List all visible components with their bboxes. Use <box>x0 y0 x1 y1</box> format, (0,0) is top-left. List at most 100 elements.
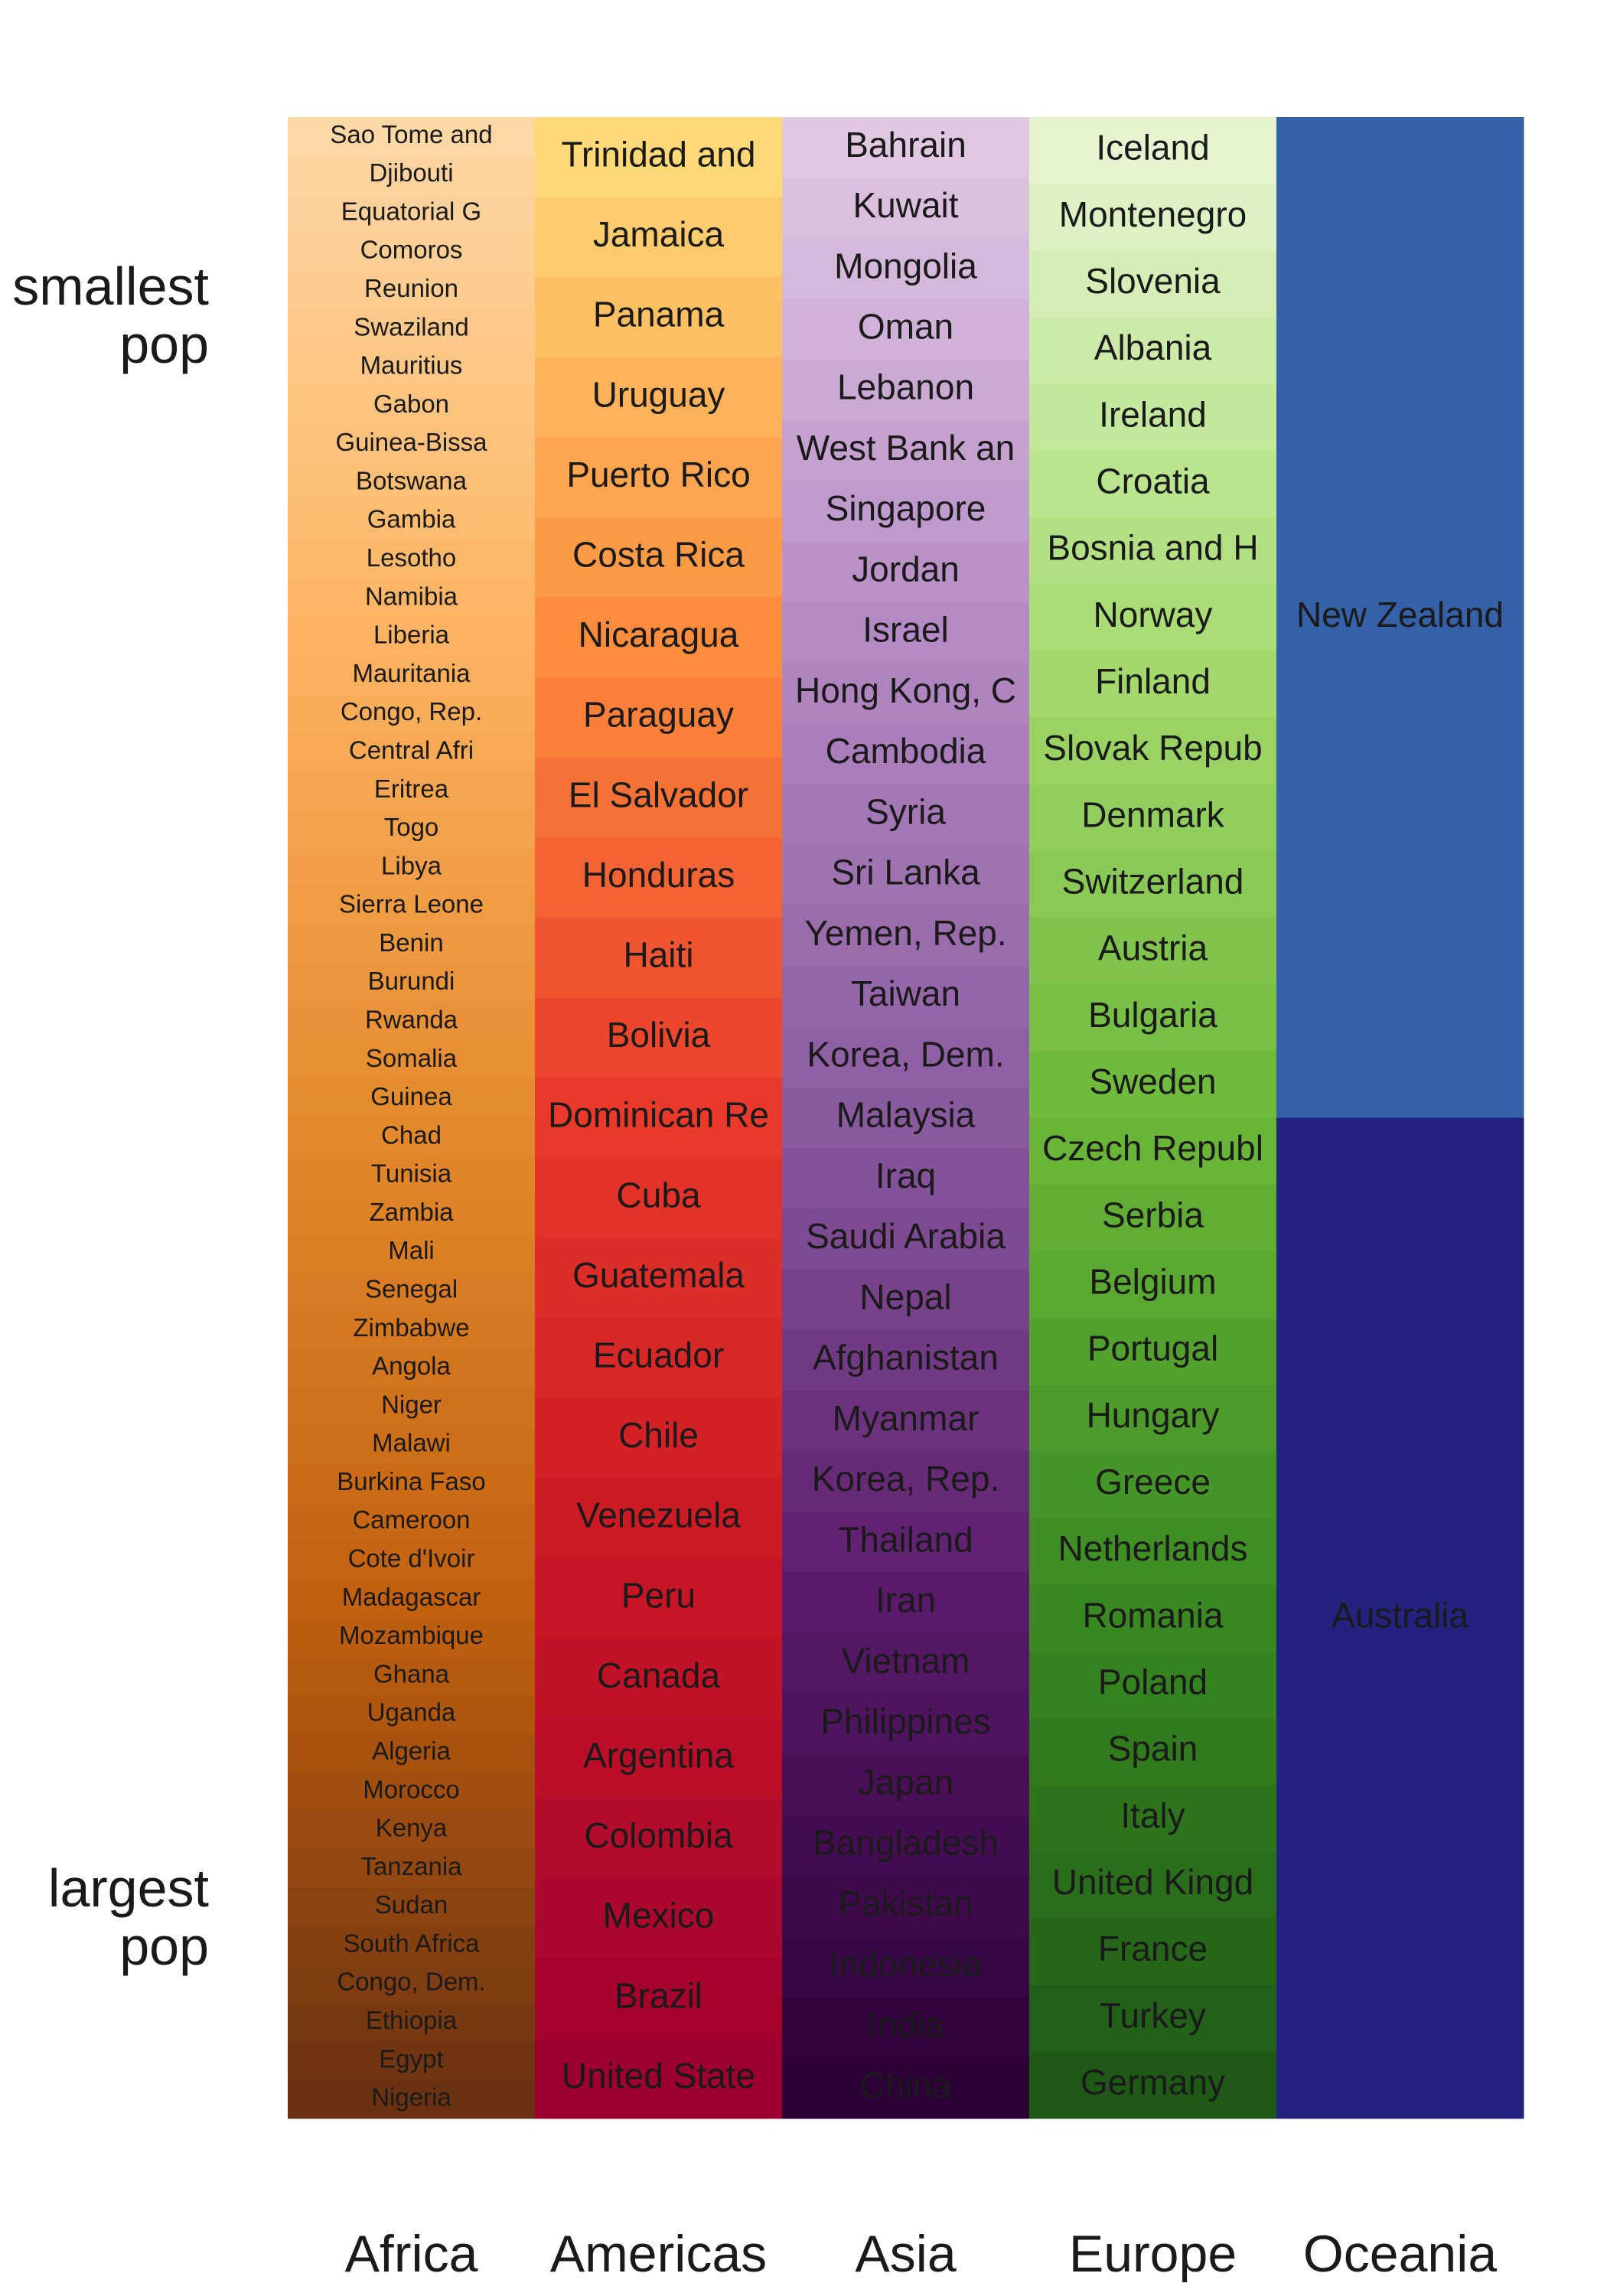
tile <box>782 1815 1030 1877</box>
tile-label: Saudi Arabia <box>806 1216 1006 1256</box>
tile <box>535 1718 783 1799</box>
tile-label: Costa Rica <box>572 534 745 574</box>
tile <box>1029 984 1277 1052</box>
tile <box>1029 1651 1277 1719</box>
tile-label: Guinea <box>370 1082 452 1110</box>
tile <box>782 663 1030 724</box>
tile-label: Equatorial G <box>341 197 481 225</box>
tile-label: Portugal <box>1087 1329 1218 1368</box>
tile-label: Zambia <box>369 1198 454 1226</box>
tile <box>535 1397 783 1479</box>
tile <box>1029 1318 1277 1385</box>
tile <box>288 1002 536 1042</box>
tile-label: Rwanda <box>365 1005 458 1033</box>
tile-label: Chad <box>381 1120 442 1149</box>
tile <box>535 1478 783 1559</box>
tile <box>288 1425 536 1465</box>
tile-label: Cote d'Ivoir <box>348 1544 475 1573</box>
tile <box>535 677 783 758</box>
tile <box>782 784 1030 846</box>
tile <box>782 1997 1030 2059</box>
tile-label: Madagascar <box>342 1583 481 1611</box>
tile <box>1029 1051 1277 1118</box>
tile-label: Botswana <box>356 466 468 494</box>
tile-label: Mexico <box>603 1896 715 1936</box>
x-axis-label: Oceania <box>1303 2225 1497 2283</box>
tile-label: Japan <box>858 1762 953 1802</box>
tile <box>288 1656 536 1696</box>
tile <box>288 232 536 272</box>
tile-label: Bosnia and H <box>1047 528 1258 568</box>
tile-label: Bolivia <box>607 1015 711 1055</box>
tile-label: Gabon <box>373 390 449 418</box>
tile <box>288 425 536 465</box>
tile-label: Central Afri <box>349 735 474 764</box>
tile <box>535 757 783 838</box>
tile <box>1276 1117 1524 2119</box>
tile <box>782 1694 1030 1756</box>
tile-label: Sri Lanka <box>831 853 980 892</box>
tile-label: Niger <box>381 1390 442 1418</box>
tile <box>288 155 536 195</box>
tile-label: Vietnam <box>842 1641 970 1681</box>
tile-label: Lebanon <box>837 367 974 407</box>
tile-label: Afghanistan <box>813 1338 999 1378</box>
tile-label: Turkey <box>1100 1995 1206 2035</box>
annotation-line: pop <box>119 1916 209 1976</box>
tile <box>288 1117 536 1157</box>
tile-label: Djibouti <box>369 158 453 187</box>
tile <box>288 848 536 888</box>
tile-label: Guatemala <box>572 1255 745 1295</box>
tile <box>782 844 1030 906</box>
tile <box>1029 450 1277 518</box>
tile <box>288 1464 536 1503</box>
tile-label: Sao Tome and <box>330 120 492 148</box>
tile <box>1029 117 1277 184</box>
tile-label: Iceland <box>1096 128 1209 168</box>
tile-label: Bahrain <box>845 125 966 165</box>
tile <box>1029 1251 1277 1319</box>
tile <box>782 420 1030 481</box>
tile-label: Sierra Leone <box>339 890 484 918</box>
tile <box>782 481 1030 543</box>
tile <box>1029 1785 1277 1852</box>
tile <box>1029 651 1277 718</box>
tile <box>782 1512 1030 1574</box>
tile <box>1029 584 1277 651</box>
tile <box>1029 1184 1277 1252</box>
tile <box>288 347 536 387</box>
tile <box>1029 850 1277 918</box>
tile <box>782 541 1030 603</box>
tile-label: Israel <box>862 610 948 650</box>
tile <box>535 1557 783 1639</box>
tile <box>288 810 536 849</box>
tile-label: United Kingd <box>1052 1862 1253 1902</box>
tile <box>288 1887 536 1927</box>
tile <box>535 597 783 678</box>
tile <box>782 2057 1030 2119</box>
tile <box>288 925 536 964</box>
tile <box>288 386 536 426</box>
tile <box>782 1936 1030 1998</box>
tile <box>782 723 1030 785</box>
tile-label: Finland <box>1095 661 1211 701</box>
tile <box>288 1079 536 1118</box>
tile <box>288 1926 536 1965</box>
tile <box>1029 1117 1277 1186</box>
tile <box>288 1810 536 1850</box>
tile-label: Iran <box>875 1580 936 1620</box>
tile <box>535 918 783 999</box>
tile-label: Croatia <box>1096 461 1210 501</box>
tile-label: Pakistan <box>838 1883 973 1923</box>
annotation-line: smallest <box>12 256 209 316</box>
tile <box>1276 117 1524 1118</box>
x-axis-label: Europe <box>1069 2225 1237 2283</box>
tile-label: Cuba <box>617 1175 701 1215</box>
tile-label: Italy <box>1120 1795 1185 1835</box>
tile-label: Burundi <box>368 967 455 995</box>
tile-label: Cambodia <box>826 731 986 771</box>
tile-label: Canada <box>597 1655 721 1695</box>
tile-label: Slovenia <box>1085 261 1221 301</box>
tile <box>535 1798 783 1879</box>
tile-label: Egypt <box>379 2044 443 2073</box>
